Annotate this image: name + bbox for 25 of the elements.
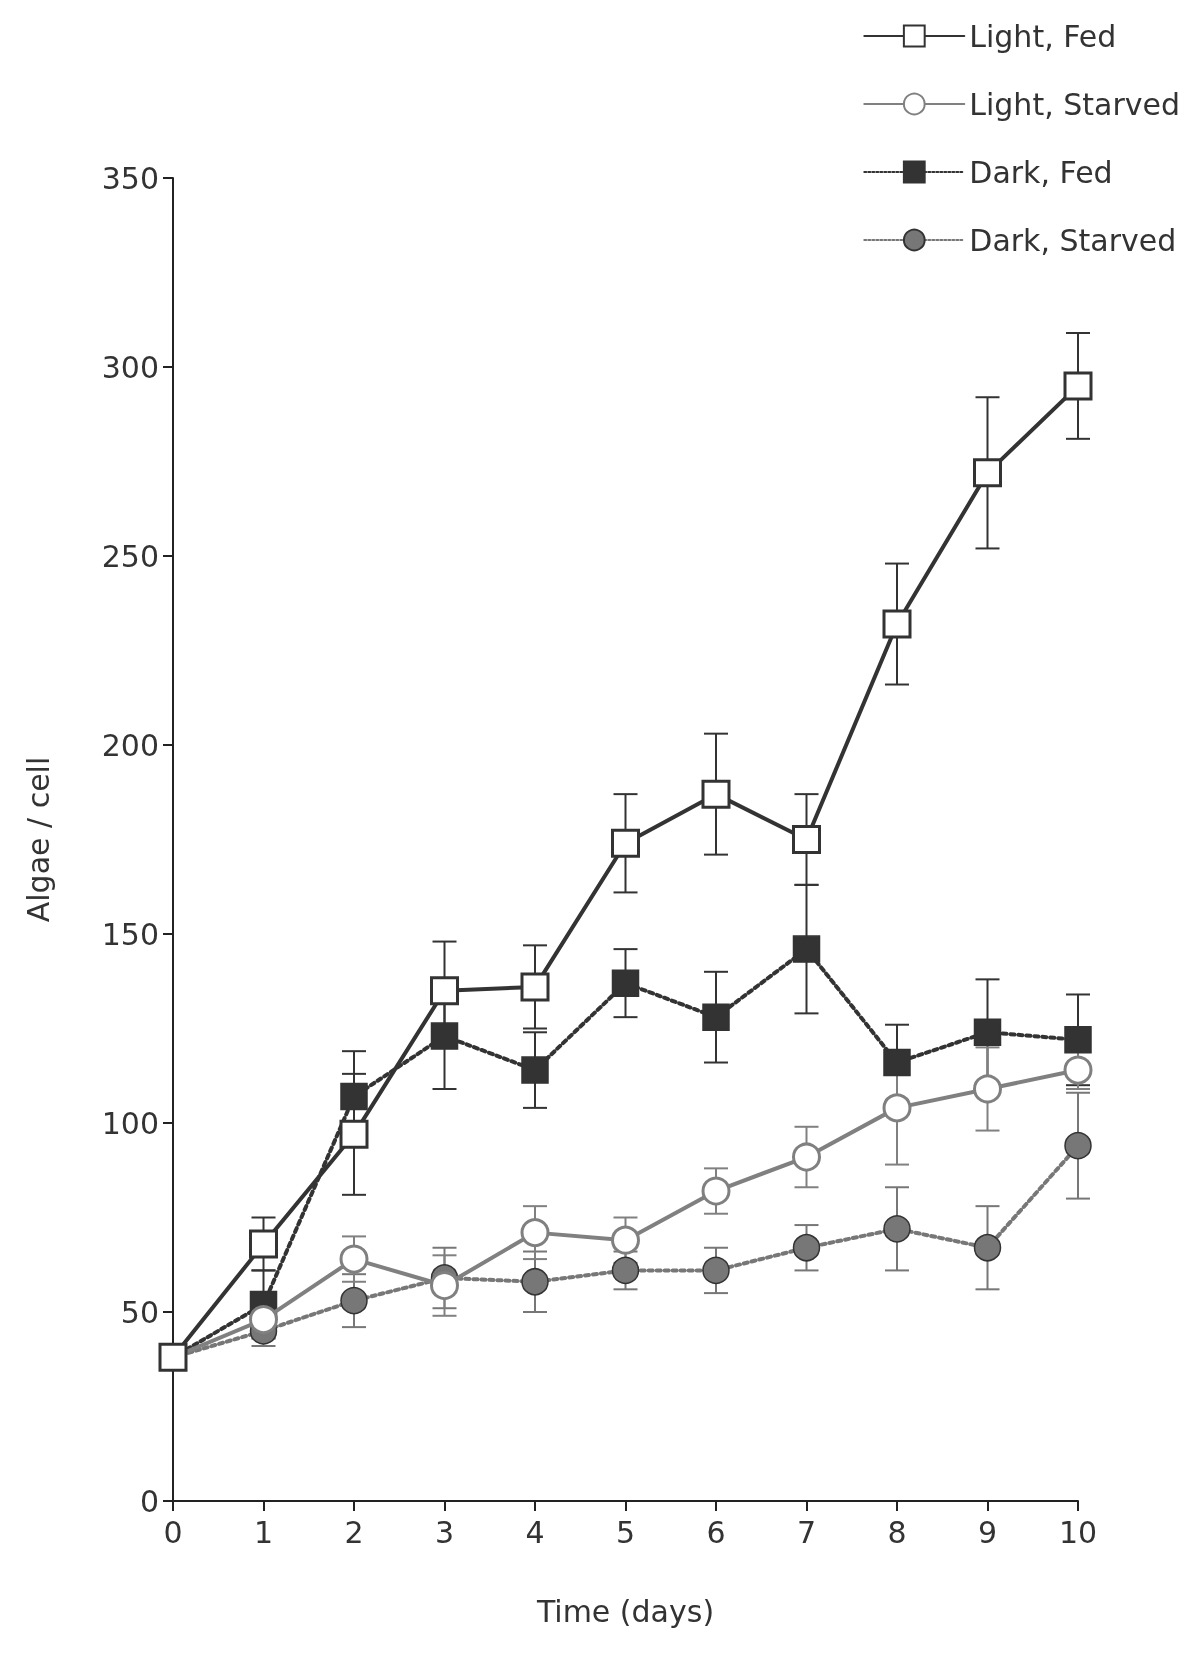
- y-tick-label: 300: [101, 349, 159, 385]
- y-tick-label: 200: [101, 727, 159, 763]
- x-tick-label: 4: [525, 1514, 545, 1550]
- y-tick-label: 0: [139, 1483, 159, 1519]
- y-tick-label: 100: [101, 1105, 159, 1141]
- x-tick-label: 10: [1058, 1514, 1098, 1550]
- legend-label: Dark, Starved: [969, 222, 1177, 258]
- x-tick-label: 5: [615, 1514, 636, 1550]
- x-tick-label: 1: [253, 1514, 274, 1550]
- legend-label: Light, Starved: [969, 86, 1180, 122]
- x-tick-label: 0: [163, 1514, 183, 1550]
- y-tick-label: 250: [101, 538, 159, 574]
- x-tick-label: 2: [344, 1514, 364, 1550]
- x-tick-label: 7: [796, 1514, 817, 1550]
- x-axis-title: Time (days): [535, 1593, 715, 1629]
- legend-label: Light, Fed: [969, 18, 1117, 54]
- x-tick-label: 8: [887, 1514, 907, 1550]
- y-axis-title: Algae / cell: [20, 756, 56, 923]
- y-tick-label: 50: [120, 1294, 159, 1330]
- x-tick-label: 9: [977, 1514, 998, 1550]
- y-tick-label: 350: [101, 160, 159, 196]
- legend-label: Dark, Fed: [969, 154, 1113, 190]
- y-tick-label: 150: [101, 916, 159, 952]
- x-tick-label: 6: [706, 1514, 726, 1550]
- x-tick-label: 3: [434, 1514, 455, 1550]
